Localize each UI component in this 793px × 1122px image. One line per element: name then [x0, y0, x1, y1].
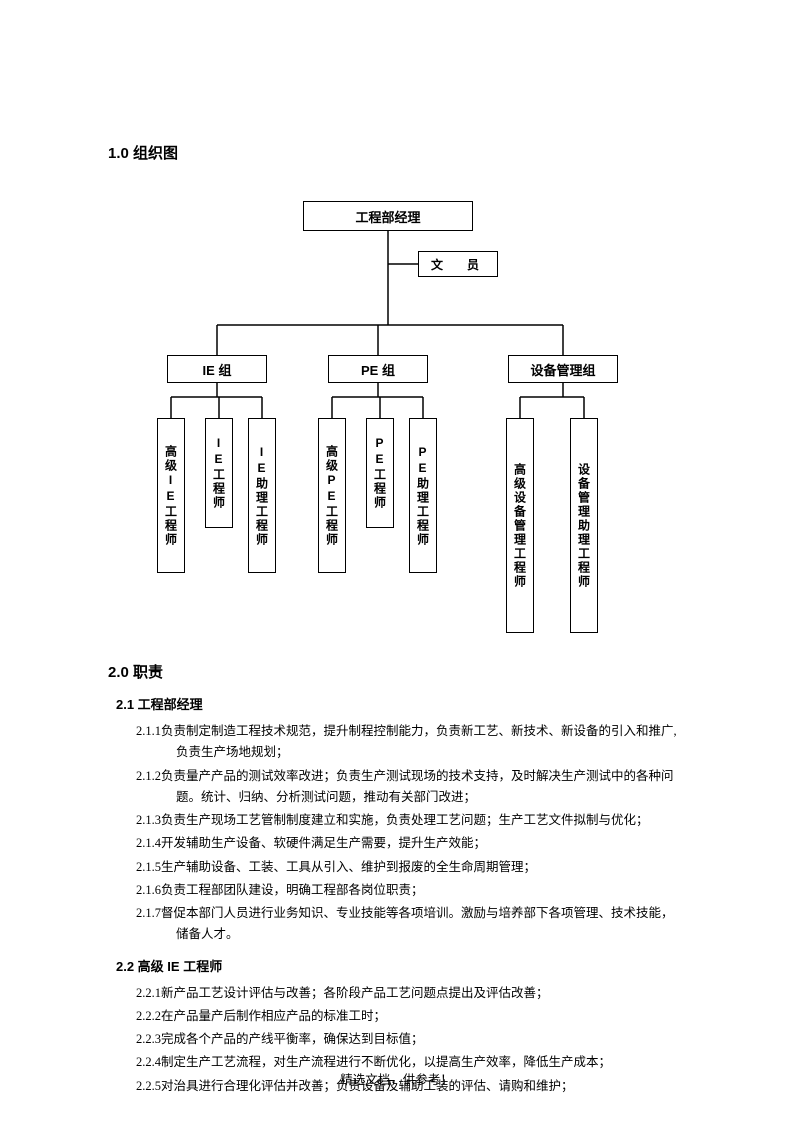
duty-text: 完成各个产品的产线平衡率，确保达到目标值；: [161, 1032, 424, 1046]
heading-duties: 2.0 职责: [108, 661, 685, 682]
duty-text: 制定生产工艺流程，对生产流程进行不断优化，以提高生产效率，降低生产成本；: [161, 1055, 611, 1069]
duty-text: 负责生产现场工艺管制制度建立和实施，负责处理工艺问题；生产工艺文件拟制与优化；: [161, 813, 649, 827]
duty-text: 负责制定制造工程技术规范，提升制程控制能力，负责新工艺、新技术、新设备的引入和推…: [161, 724, 677, 759]
duty-text: 督促本部门人员进行业务知识、专业技能等各项培训。激励与培养部下各项管理、技术技能…: [161, 906, 674, 941]
node-equip-0: 高级设备管理工程师: [506, 418, 534, 633]
duties-manager-list: 2.1.1负责制定制造工程技术规范，提升制程控制能力，负责新工艺、新技术、新设备…: [108, 721, 685, 946]
duty-number: 2.1.3: [136, 813, 161, 827]
node-pe-1: PE工程师: [366, 418, 394, 528]
node-group-ie: IE 组: [167, 355, 267, 383]
duty-item: 2.1.5生产辅助设备、工装、工具从引入、维护到报废的全生命周期管理；: [136, 857, 685, 878]
duty-number: 2.2.4: [136, 1055, 161, 1069]
duty-number: 2.1.4: [136, 836, 161, 850]
duty-number: 2.1.5: [136, 860, 161, 874]
node-ie-2: IE助理工程师: [248, 418, 276, 573]
duty-text: 开发辅助生产设备、软硬件满足生产需要，提升生产效能；: [161, 836, 486, 850]
duty-text: 负责工程部团队建设，明确工程部各岗位职责；: [161, 883, 424, 897]
duty-number: 2.1.1: [136, 724, 161, 738]
duty-number: 2.1.7: [136, 906, 161, 920]
duty-number: 2.2.2: [136, 1009, 161, 1023]
node-root: 工程部经理: [303, 201, 473, 231]
subheading-senior-ie: 2.2 高级 IE 工程师: [116, 956, 685, 975]
node-clerk: 文 员: [418, 251, 498, 277]
duty-text: 生产辅助设备、工装、工具从引入、维护到报废的全生命周期管理；: [161, 860, 536, 874]
duty-number: 2.2.3: [136, 1032, 161, 1046]
node-pe-2: PE助理工程师: [409, 418, 437, 573]
duty-number: 2.1.2: [136, 769, 161, 783]
duty-number: 2.2.1: [136, 986, 161, 1000]
subheading-manager: 2.1 工程部经理: [116, 694, 685, 713]
node-equip-1: 设备管理助理工程师: [570, 418, 598, 633]
node-ie-1: IE工程师: [205, 418, 233, 528]
duty-number: 2.1.6: [136, 883, 161, 897]
duty-item: 2.2.3完成各个产品的产线平衡率，确保达到目标值；: [136, 1029, 685, 1050]
org-connectors: [108, 175, 685, 645]
node-pe-0: 高级PE工程师: [318, 418, 346, 573]
org-chart: 工程部经理 文 员 IE 组 PE 组 设备管理组 高级IE工程师 IE工程师 …: [108, 175, 685, 645]
node-group-equip: 设备管理组: [508, 355, 618, 383]
duty-item: 2.1.3负责生产现场工艺管制制度建立和实施，负责处理工艺问题；生产工艺文件拟制…: [136, 810, 685, 831]
node-ie-0: 高级IE工程师: [157, 418, 185, 573]
footer-text: 精选文档，供参考！: [0, 1069, 793, 1088]
duty-item: 2.1.4开发辅助生产设备、软硬件满足生产需要，提升生产效能；: [136, 833, 685, 854]
duty-item: 2.1.6负责工程部团队建设，明确工程部各岗位职责；: [136, 880, 685, 901]
duty-item: 2.1.2负责量产产品的测试效率改进；负责生产测试现场的技术支持，及时解决生产测…: [136, 766, 685, 809]
heading-org: 1.0 组织图: [108, 142, 685, 163]
duty-text: 负责量产产品的测试效率改进；负责生产测试现场的技术支持，及时解决生产测试中的各种…: [161, 769, 674, 804]
duty-item: 2.2.1新产品工艺设计评估与改善；各阶段产品工艺问题点提出及评估改善；: [136, 983, 685, 1004]
duty-text: 在产品量产后制作相应产品的标准工时；: [161, 1009, 386, 1023]
duty-text: 新产品工艺设计评估与改善；各阶段产品工艺问题点提出及评估改善；: [161, 986, 549, 1000]
node-group-pe: PE 组: [328, 355, 428, 383]
duty-item: 2.1.1负责制定制造工程技术规范，提升制程控制能力，负责新工艺、新技术、新设备…: [136, 721, 685, 764]
duty-item: 2.2.2在产品量产后制作相应产品的标准工时；: [136, 1006, 685, 1027]
duty-item: 2.1.7督促本部门人员进行业务知识、专业技能等各项培训。激励与培养部下各项管理…: [136, 903, 685, 946]
